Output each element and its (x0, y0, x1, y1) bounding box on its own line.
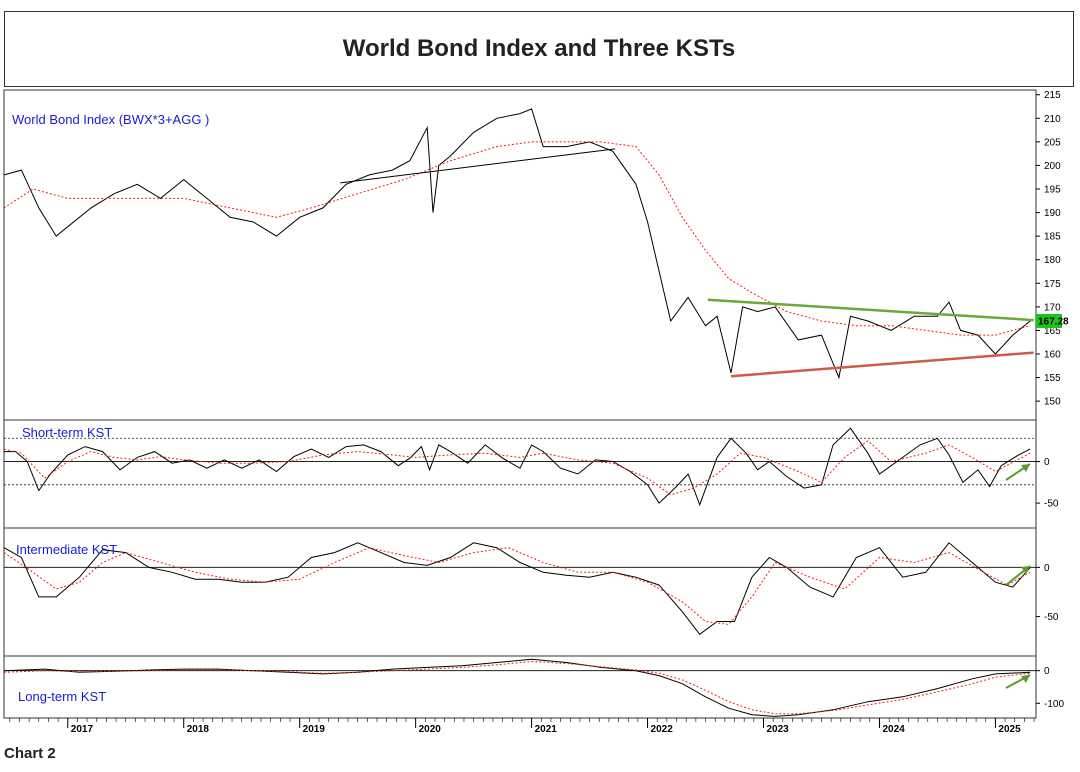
panel-title: Long-term KST (18, 689, 106, 704)
y-tick-label: 175 (1044, 279, 1061, 290)
y-tick-label: 195 (1044, 185, 1061, 196)
moving-average-line (3, 141, 1031, 336)
x-tick-label: 2021 (535, 724, 558, 735)
panels-layer: 150 155 160 165 170 175 180 185 190 195 200 205 210 2… (3, 90, 1069, 717)
panel-title: Short-term KST (22, 425, 112, 440)
panel-3: 0 -50 Intermediate KST (3, 527, 1059, 635)
panel-2: 0 -50 Short-term KST (3, 419, 1059, 510)
x-tick-label: 2018 (187, 724, 210, 735)
y-tick-label: 215 (1044, 90, 1061, 101)
y-tick-label: 0 (1044, 666, 1050, 677)
panel-1: 150 155 160 165 170 175 180 185 190 195 200 205 210 2… (3, 90, 1069, 408)
chart-caption: Chart 2 (4, 745, 56, 762)
last-value-label: 167.28 (1038, 317, 1069, 328)
y-tick-label: 150 (1044, 397, 1061, 408)
y-tick-label: 0 (1044, 457, 1050, 468)
y-tick-label: -50 (1044, 499, 1059, 510)
price-series-line (3, 108, 1031, 380)
y-tick-label: 170 (1044, 302, 1061, 313)
y-tick-label: -50 (1044, 612, 1059, 623)
lower-trendline (730, 351, 1034, 378)
y-tick-label: 185 (1044, 232, 1061, 243)
x-tick-label: 2022 (651, 724, 674, 735)
price-series-line (3, 658, 1031, 717)
price-series-line (3, 542, 1031, 635)
trend-arrow (1005, 565, 1031, 586)
y-tick-label: 205 (1044, 137, 1061, 148)
trend-arrow (1005, 463, 1031, 481)
y-tick-label: 190 (1044, 208, 1061, 219)
x-tick-label: 2023 (767, 724, 790, 735)
arrow-head (1021, 464, 1030, 472)
y-tick-label: 210 (1044, 114, 1061, 125)
y-tick-label: 160 (1044, 350, 1061, 361)
x-tick-label: 2019 (303, 724, 326, 735)
y-tick-label: 155 (1044, 373, 1061, 384)
x-tick-label: 2020 (419, 724, 442, 735)
chart-title: World Bond Index and Three KSTs (342, 35, 736, 62)
x-axis: 2017 2018 2019 2020 2021 2022 2023 2024 2025 (4, 717, 1036, 735)
y-tick-label: -100 (1044, 699, 1064, 710)
panels-frame (3, 89, 1037, 719)
moving-average-line (3, 547, 1031, 626)
panel-title: World Bond Index (BWX*3+AGG ) (12, 112, 209, 127)
moving-average-line (3, 440, 1031, 496)
y-tick-label: 165 (1044, 326, 1061, 337)
y-tick-label: 0 (1044, 563, 1050, 574)
panel-4: 0 -100 Long-term KST (3, 655, 1064, 717)
x-tick-label: 2017 (71, 724, 94, 735)
upper-trendline (707, 298, 1034, 322)
x-tick-label: 2025 (998, 724, 1021, 735)
price-series-line (4, 427, 1031, 507)
neckline (340, 148, 616, 184)
y-tick-label: 180 (1044, 255, 1061, 266)
arrow-head (1021, 675, 1030, 683)
last-value-badge (1036, 314, 1062, 328)
x-tick-label: 2024 (882, 724, 905, 735)
panel-title: Intermediate KST (16, 542, 117, 557)
moving-average-line (3, 660, 1031, 715)
y-tick-label: 200 (1044, 161, 1061, 172)
arrow-head (1021, 566, 1030, 574)
chart-title-box: World Bond Index and Three KSTs (4, 11, 1074, 87)
trend-arrow (1005, 674, 1031, 689)
